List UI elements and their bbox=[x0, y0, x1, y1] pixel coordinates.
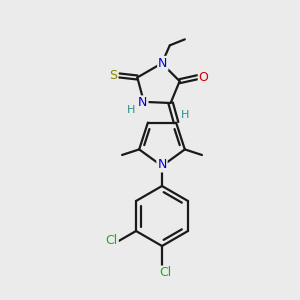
Text: H: H bbox=[127, 105, 135, 115]
Text: N: N bbox=[157, 158, 167, 172]
Text: H: H bbox=[181, 110, 190, 120]
Text: Cl: Cl bbox=[159, 266, 171, 280]
Text: Cl: Cl bbox=[106, 235, 118, 248]
Text: N: N bbox=[138, 96, 148, 110]
Text: N: N bbox=[158, 57, 167, 70]
Text: S: S bbox=[109, 69, 117, 82]
Text: O: O bbox=[199, 71, 208, 84]
